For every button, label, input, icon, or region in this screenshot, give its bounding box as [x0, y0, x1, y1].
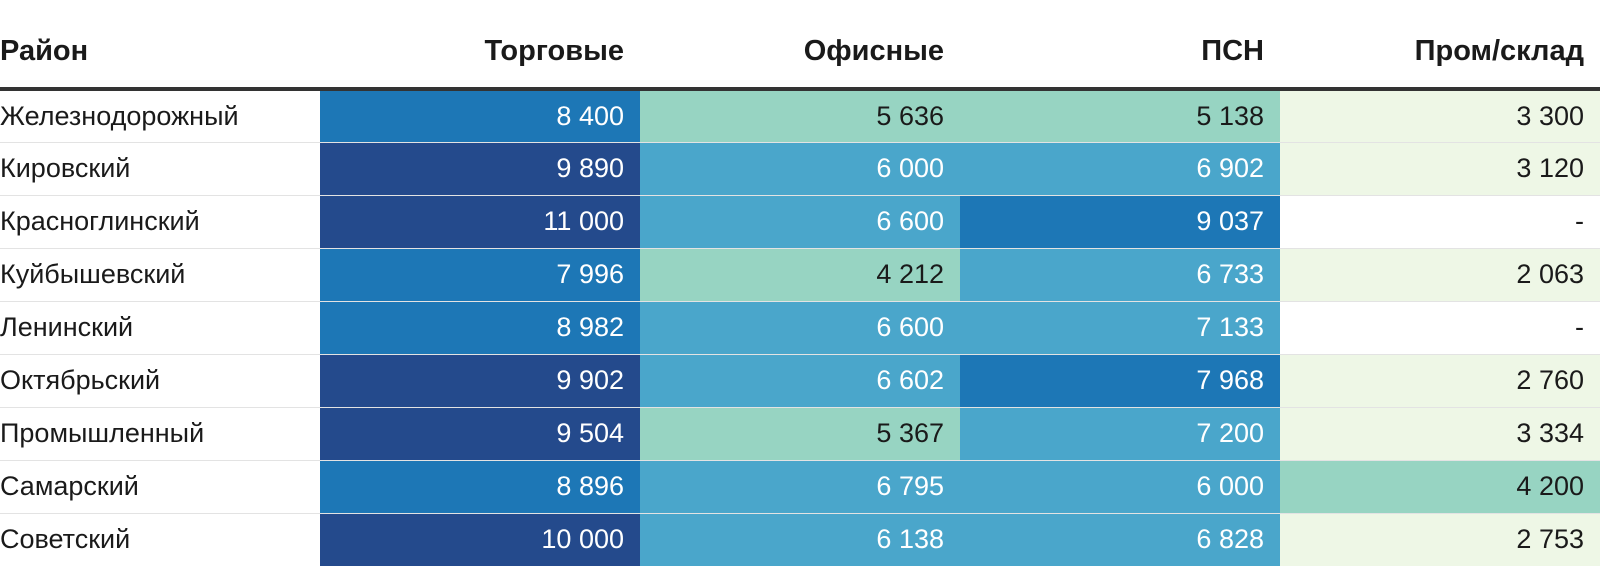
cell-district-name: Кировский [0, 142, 320, 196]
cell-district-name: Самарский [0, 460, 320, 514]
cell-retail: 9 504 [320, 407, 640, 461]
cell-psn: 7 968 [960, 354, 1280, 408]
cell-retail: 10 000 [320, 513, 640, 566]
cell-retail: 8 896 [320, 460, 640, 514]
cell-industrial: - [1280, 195, 1600, 249]
cell-industrial: 3 334 [1280, 407, 1600, 461]
column-header-retail[interactable]: Торговые [320, 0, 640, 91]
cell-district-name: Советский [0, 513, 320, 566]
table-row: Ленинский 8 982 6 600 7 133- [0, 301, 1600, 355]
cell-retail: 9 902 [320, 354, 640, 408]
cell-office: 6 600 [640, 301, 960, 355]
cell-office: 5 367 [640, 407, 960, 461]
table-body: Железнодорожный 8 400 5 636 5 138 3 300 Киров… [0, 89, 1600, 566]
cell-industrial: 4 200 [1280, 460, 1600, 514]
column-header-psn[interactable]: ПСН [960, 0, 1280, 91]
cell-office: 6 000 [640, 142, 960, 196]
column-header-office[interactable]: Офисные [640, 0, 960, 91]
cell-psn: 7 200 [960, 407, 1280, 461]
cell-district-name: Октябрьский [0, 354, 320, 408]
cell-retail: 7 996 [320, 248, 640, 302]
price-table: Район Торговые Офисные ПСН Пром/склад Же… [0, 0, 1600, 566]
cell-office: 6 795 [640, 460, 960, 514]
cell-office: 6 138 [640, 513, 960, 566]
cell-district-name: Красноглинский [0, 195, 320, 249]
cell-retail: 8 982 [320, 301, 640, 355]
table-row: Куйбышевский 7 996 4 212 6 733 2 063 [0, 248, 1600, 302]
cell-industrial: 2 753 [1280, 513, 1600, 566]
cell-industrial: - [1280, 301, 1600, 355]
cell-psn: 9 037 [960, 195, 1280, 249]
table-row: Кировский 9 890 6 000 6 902 3 120 [0, 142, 1600, 196]
cell-psn: 6 733 [960, 248, 1280, 302]
cell-office: 4 212 [640, 248, 960, 302]
cell-psn: 6 828 [960, 513, 1280, 566]
cell-psn: 5 138 [960, 89, 1280, 143]
cell-industrial: 3 120 [1280, 142, 1600, 196]
cell-district-name: Промышленный [0, 407, 320, 461]
header-row: Район Торговые Офисные ПСН Пром/склад [0, 0, 1600, 91]
cell-psn: 6 902 [960, 142, 1280, 196]
column-header-district[interactable]: Район [0, 0, 320, 91]
cell-office: 6 600 [640, 195, 960, 249]
table-row: Самарский 8 896 6 795 6 000 4 200 [0, 460, 1600, 514]
table-row: Железнодорожный 8 400 5 636 5 138 3 300 [0, 89, 1600, 143]
table-row: Красноглинский 11 000 6 600 9 037- [0, 195, 1600, 249]
cell-district-name: Куйбышевский [0, 248, 320, 302]
cell-psn: 6 000 [960, 460, 1280, 514]
cell-office: 5 636 [640, 89, 960, 143]
cell-industrial: 2 760 [1280, 354, 1600, 408]
cell-psn: 7 133 [960, 301, 1280, 355]
cell-office: 6 602 [640, 354, 960, 408]
cell-industrial: 3 300 [1280, 89, 1600, 143]
cell-retail: 11 000 [320, 195, 640, 249]
cell-district-name: Ленинский [0, 301, 320, 355]
table-row: Промышленный 9 504 5 367 7 200 3 334 [0, 407, 1600, 461]
cell-retail: 9 890 [320, 142, 640, 196]
cell-district-name: Железнодорожный [0, 89, 320, 143]
cell-industrial: 2 063 [1280, 248, 1600, 302]
cell-retail: 8 400 [320, 89, 640, 143]
column-header-industrial[interactable]: Пром/склад [1280, 0, 1600, 91]
table-row: Октябрьский 9 902 6 602 7 968 2 760 [0, 354, 1600, 408]
table-row: Советский 10 000 6 138 6 828 2 753 [0, 513, 1600, 566]
